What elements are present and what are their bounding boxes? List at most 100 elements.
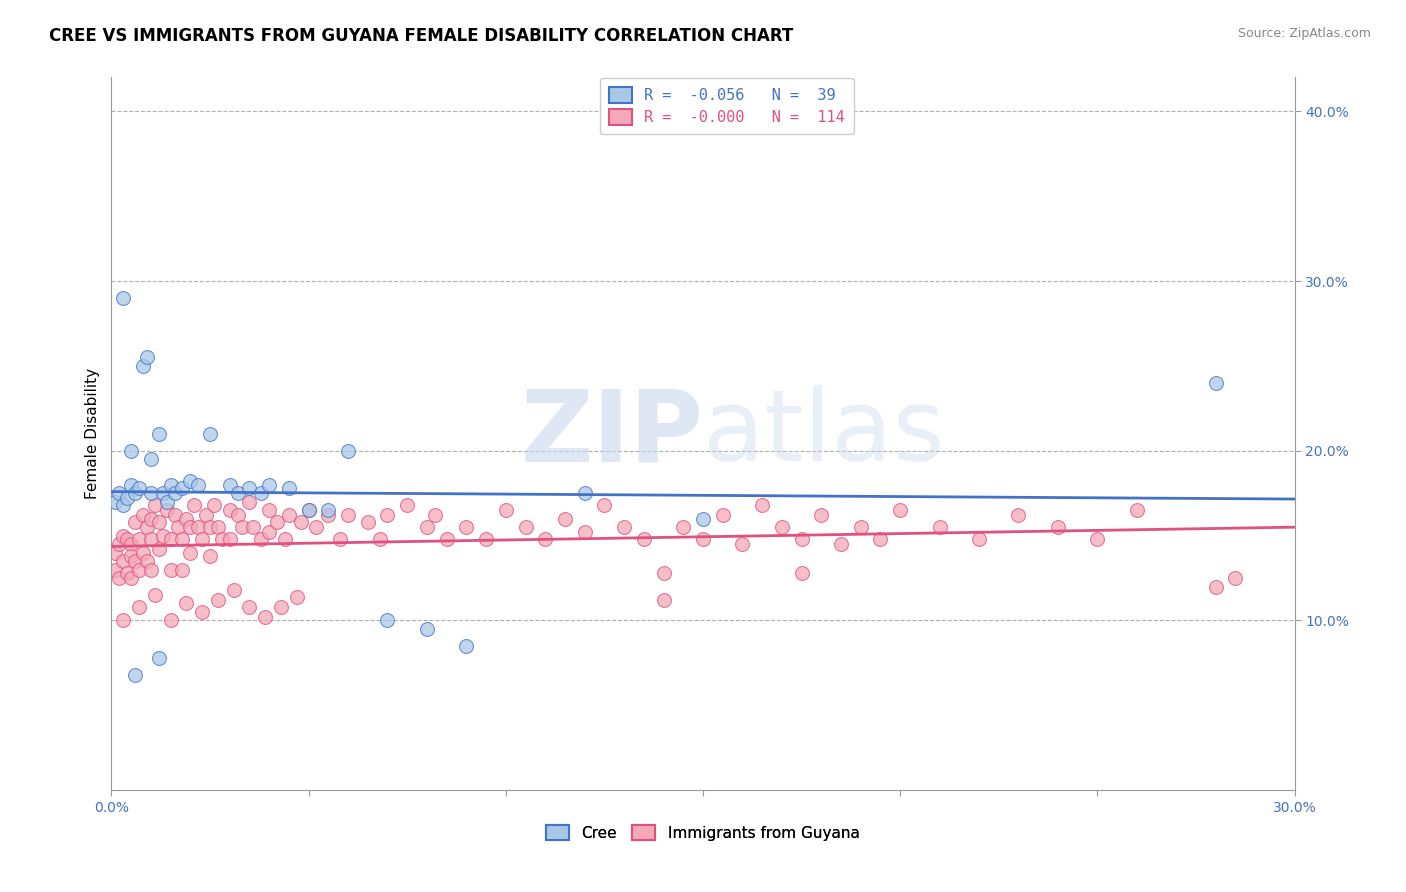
Point (290, 515, 312, 529)
Point (148, 515, 170, 529)
Point (132, 359, 155, 373)
Point (207, 520, 229, 534)
Point (495, 503, 517, 517)
Text: atlas: atlas (703, 385, 945, 483)
Point (159, 614, 181, 628)
Point (128, 481, 150, 495)
Point (143, 588, 166, 602)
Point (692, 511, 714, 525)
Point (770, 520, 793, 534)
Point (1205, 580, 1227, 594)
Point (128, 599, 150, 614)
Point (254, 610, 277, 624)
Point (115, 532, 138, 546)
Point (652, 593, 675, 607)
Point (515, 520, 537, 534)
Point (456, 639, 478, 653)
Point (337, 508, 360, 523)
Point (139, 563, 162, 577)
Y-axis label: Female Disability: Female Disability (86, 368, 100, 500)
Point (554, 511, 576, 525)
Point (357, 515, 380, 529)
Point (159, 563, 181, 577)
Point (128, 532, 150, 546)
Point (104, 494, 127, 508)
Point (148, 426, 170, 441)
Point (211, 532, 233, 546)
Point (423, 508, 446, 523)
Point (1126, 503, 1149, 517)
Point (416, 622, 439, 636)
Point (120, 571, 142, 585)
Point (139, 452, 162, 467)
Point (238, 481, 260, 495)
Point (112, 498, 135, 512)
Point (156, 494, 179, 508)
Point (475, 532, 498, 546)
Point (172, 481, 194, 495)
Point (297, 503, 319, 517)
Point (751, 498, 773, 512)
Point (242, 520, 264, 534)
Point (436, 532, 458, 546)
Point (152, 528, 174, 542)
Point (135, 554, 157, 568)
Point (163, 486, 186, 500)
Point (172, 563, 194, 577)
Point (1007, 508, 1029, 523)
Point (176, 511, 198, 525)
Point (112, 614, 135, 628)
Point (257, 477, 280, 491)
Point (172, 532, 194, 546)
Point (574, 486, 596, 500)
Point (396, 498, 419, 512)
Point (231, 520, 253, 534)
Point (176, 597, 198, 611)
Point (928, 520, 950, 534)
Point (270, 599, 292, 614)
Point (152, 486, 174, 500)
Point (163, 508, 186, 523)
Point (416, 520, 439, 534)
Point (183, 498, 205, 512)
Point (120, 549, 142, 563)
Point (297, 503, 319, 517)
Point (257, 525, 280, 540)
Point (377, 614, 399, 628)
Point (115, 566, 138, 580)
Point (790, 532, 813, 546)
Point (711, 508, 734, 523)
Point (159, 532, 181, 546)
Point (285, 590, 308, 604)
Point (318, 508, 340, 523)
Point (124, 515, 146, 529)
Point (250, 532, 273, 546)
Point (198, 520, 221, 534)
Point (124, 554, 146, 568)
Point (187, 477, 209, 491)
Point (179, 520, 201, 534)
Point (108, 537, 131, 551)
Point (277, 508, 299, 523)
Point (132, 545, 155, 559)
Point (889, 503, 911, 517)
Point (238, 599, 260, 614)
Point (112, 554, 135, 568)
Point (148, 650, 170, 665)
Point (156, 503, 179, 517)
Point (135, 351, 157, 365)
Point (257, 503, 280, 517)
Point (790, 566, 813, 580)
Point (250, 486, 273, 500)
Text: Source: ZipAtlas.com: Source: ZipAtlas.com (1237, 27, 1371, 40)
Point (139, 511, 162, 525)
Point (135, 520, 157, 534)
Point (672, 520, 695, 534)
Point (218, 503, 240, 517)
Point (104, 563, 127, 577)
Point (124, 667, 146, 681)
Point (191, 605, 214, 619)
Point (633, 532, 655, 546)
Point (218, 532, 240, 546)
Point (329, 532, 352, 546)
